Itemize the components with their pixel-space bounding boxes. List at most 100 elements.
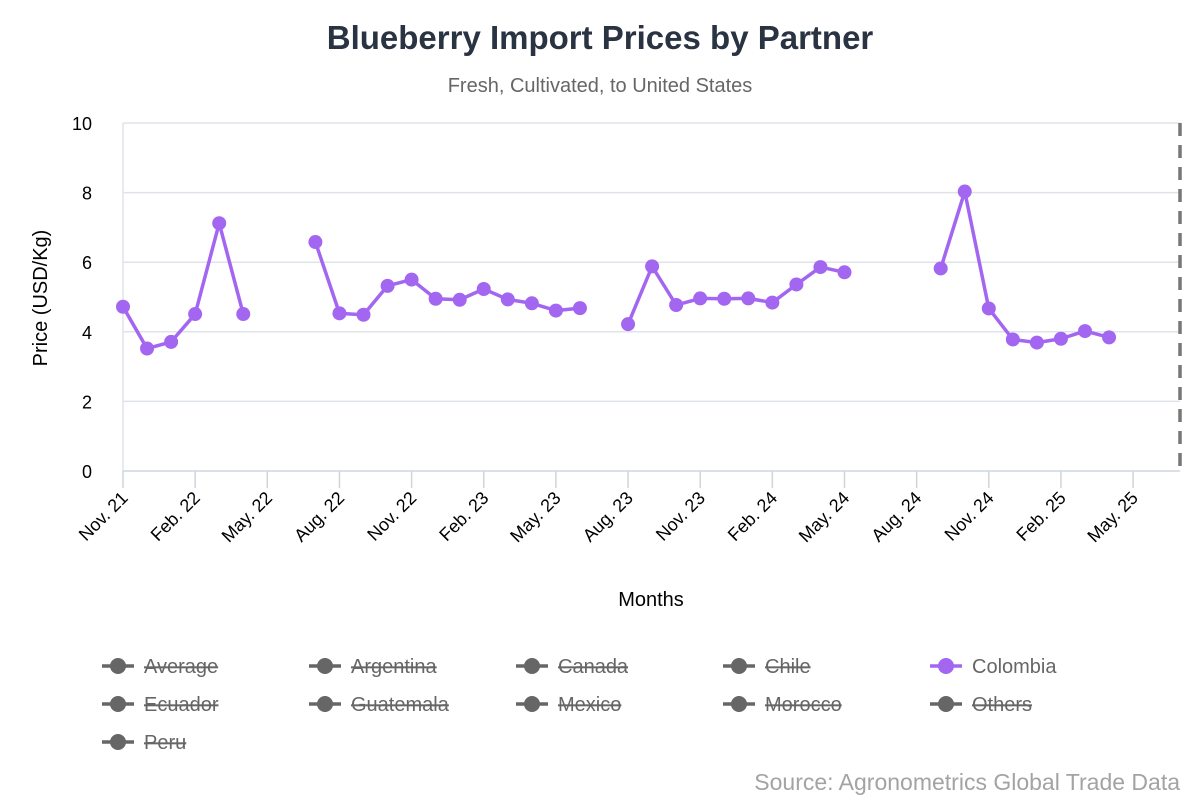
series-line-colombia [121,221,245,351]
legend-label: Ecuador [144,694,219,716]
source-credit: Source: Agronometrics Global Trade Data [754,769,1180,795]
x-tick-label: Aug. 22 [290,488,348,546]
x-tick-label: Aug. 24 [867,488,925,546]
x-tick-label: Nov. 21 [75,488,132,545]
data-point[interactable] [1078,324,1092,339]
data-point[interactable] [572,301,587,316]
legend-item-mexico[interactable]: Mexico [516,694,621,716]
x-tick-label: Aug. 23 [579,488,637,546]
x-tick-label: Feb. 22 [147,488,204,545]
legend-item-average[interactable]: Average [102,656,218,678]
data-point[interactable] [236,307,251,322]
legend-marker-icon [731,658,747,674]
legend-item-colombia[interactable]: Colombia [930,656,1057,678]
chart-title: Blueberry Import Prices by Partner [327,19,874,56]
series-line-colombia [626,264,845,325]
x-tick-label: May. 22 [218,488,276,546]
data-point[interactable] [981,301,996,316]
legend-item-others[interactable]: Others [930,694,1032,716]
legend-label: Guatemala [351,694,450,716]
data-point[interactable] [404,272,419,287]
legend-label: Peru [144,732,186,754]
legend-label: Chile [765,656,811,678]
data-point[interactable] [645,259,660,274]
legend-item-ecuador[interactable]: Ecuador [102,694,219,716]
data-point[interactable] [116,299,130,314]
series-line-colombia [939,189,1110,345]
legend-marker-icon [938,696,954,712]
legend-marker-icon [110,658,126,674]
legend-label: Colombia [972,656,1057,678]
data-point[interactable] [548,303,563,318]
chart-subtitle: Fresh, Cultivated, to United States [448,75,753,97]
data-point[interactable] [957,184,972,199]
data-point[interactable] [212,216,227,231]
legend-item-argentina[interactable]: Argentina [309,656,437,678]
legend-marker-icon [110,696,126,712]
data-point[interactable] [188,307,203,322]
data-point[interactable] [140,341,155,356]
legend-label: Average [144,656,218,678]
x-tick-label: Nov. 23 [652,488,709,545]
x-tick-label: Nov. 22 [363,488,420,545]
data-point[interactable] [813,260,828,275]
legend-item-chile[interactable]: Chile [723,656,811,678]
y-tick-label: 6 [82,253,92,273]
data-point[interactable] [356,307,371,322]
legend-item-guatemala[interactable]: Guatemala [309,694,450,716]
legend-marker-icon [317,658,333,674]
legend-marker-icon [938,658,954,674]
legend-marker-icon [524,658,540,674]
data-point[interactable] [332,306,347,321]
data-point[interactable] [476,281,491,296]
legend-label: Mexico [558,694,621,716]
x-tick-label: Feb. 25 [1012,488,1069,545]
legend-label: Canada [558,656,629,678]
data-point[interactable] [500,292,515,307]
data-point[interactable] [1029,335,1044,350]
data-point[interactable] [717,291,732,306]
legend-label: Argentina [351,656,437,678]
data-point[interactable] [1005,332,1020,347]
y-axis-label: Price (USD/Kg) [30,230,52,367]
x-tick-label: May. 23 [506,488,564,546]
legend-marker-icon [524,696,540,712]
x-tick-label: May. 25 [1083,488,1141,546]
plot-area: 0 2 4 6 8 10 Nov. 21 Feb. 22 May. 22 Aug. 22 Nov. … [72,114,1182,546]
legend-item-canada[interactable]: Canada [516,656,629,678]
legend: Average Argentina Canada Chile Colombia Ecuad… [102,656,1057,754]
y-tick-label: 8 [82,184,92,204]
data-point[interactable] [933,261,948,276]
data-point[interactable] [621,317,636,332]
data-point[interactable] [452,292,467,307]
data-point[interactable] [1102,330,1117,345]
legend-marker-icon [731,696,747,712]
data-point[interactable] [524,296,539,311]
data-point[interactable] [789,277,804,292]
legend-marker-icon [317,696,333,712]
data-point[interactable] [837,265,852,280]
x-tick-label: Nov. 24 [941,488,998,545]
y-tick-label: 0 [82,462,92,482]
legend-marker-icon [110,734,126,750]
x-axis-label: Months [618,589,684,611]
y-tick-label: 10 [72,114,92,134]
legend-label: Morocco [765,694,842,716]
data-point[interactable] [380,278,395,293]
legend-item-morocco[interactable]: Morocco [723,694,842,716]
data-point[interactable] [765,295,780,310]
data-point[interactable] [1053,331,1068,346]
legend-label: Others [972,694,1032,716]
x-tick-label: May. 24 [795,488,853,546]
data-point[interactable] [428,291,443,306]
series-line-colombia [313,241,581,317]
x-tick-label: Feb. 24 [724,488,781,545]
y-tick-label: 2 [82,392,92,412]
data-point[interactable] [669,298,684,313]
data-point[interactable] [308,235,323,250]
data-point[interactable] [164,334,179,349]
data-point[interactable] [693,291,708,306]
data-point[interactable] [741,291,756,306]
legend-item-peru[interactable]: Peru [102,732,186,754]
